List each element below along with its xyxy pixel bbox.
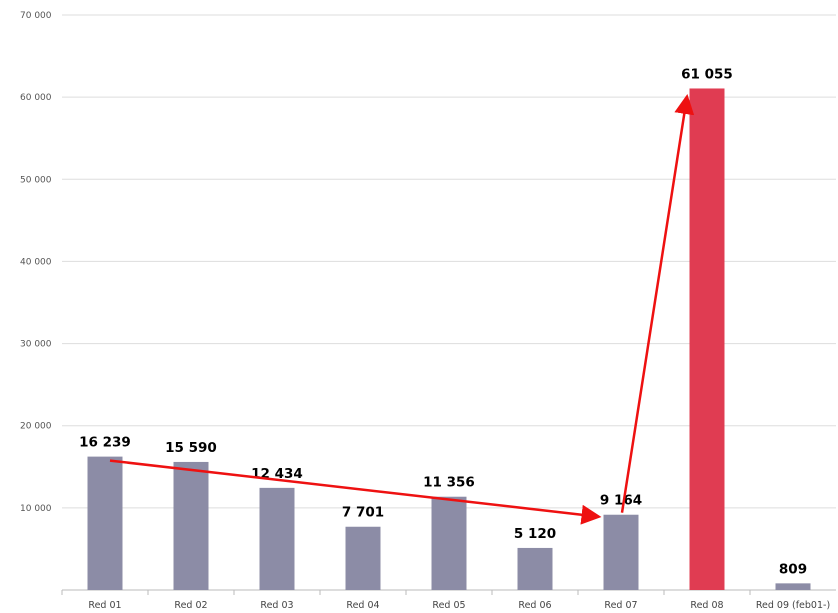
data-label: 15 590 [165, 440, 217, 456]
bar-red-08 [689, 88, 725, 591]
bar-red-01 [87, 456, 123, 590]
x-tick-label: Red 03 [260, 600, 293, 611]
gridlines [62, 14, 836, 591]
trend-arrow [109, 459, 602, 525]
bar-red-03 [259, 487, 295, 590]
data-label: 16 239 [79, 435, 131, 451]
data-label: 11 356 [423, 475, 475, 491]
y-tick-label: 50 000 [20, 175, 52, 185]
bar-red-06 [517, 547, 553, 590]
bar-red-07 [603, 514, 639, 590]
bar-red-04 [345, 526, 381, 590]
data-label: 7 701 [342, 505, 384, 521]
x-tick-label: Red 06 [518, 600, 551, 611]
y-tick-label: 20 000 [20, 422, 52, 432]
x-tick-label: Red 04 [346, 600, 379, 611]
bar-red-02 [173, 461, 209, 590]
data-label: 809 [779, 561, 807, 577]
y-tick-label: 60 000 [20, 93, 52, 103]
x-tick-label: Red 09 (feb01-) [756, 600, 830, 611]
trend-arrow [620, 94, 695, 513]
y-axis-ticks: 10 000 20 000 30 000 40 000 50 000 60 000 70 0… [20, 11, 52, 514]
trend-arrows [109, 94, 695, 525]
y-tick-label: 30 000 [20, 340, 52, 350]
bars [87, 88, 811, 591]
y-tick-label: 40 000 [20, 257, 52, 267]
bar-red-05 [431, 496, 467, 590]
y-tick-label: 70 000 [20, 11, 52, 21]
x-axis-ticks: Red 01 Red 02 Red 03 Red 04 Red 05 Red 06 Red … [61, 590, 830, 611]
x-tick-label: Red 05 [432, 600, 465, 611]
bar-red-09-feb01 [775, 583, 811, 590]
data-label: 9 164 [600, 493, 642, 509]
y-tick-label: 10 000 [20, 504, 52, 514]
x-tick-label: Red 01 [88, 600, 121, 611]
data-label: 61 055 [681, 66, 733, 82]
x-tick-label: Red 08 [690, 600, 723, 611]
data-label: 5 120 [514, 526, 556, 542]
x-tick-label: Red 02 [174, 600, 207, 611]
x-tick-label: Red 07 [604, 600, 637, 611]
